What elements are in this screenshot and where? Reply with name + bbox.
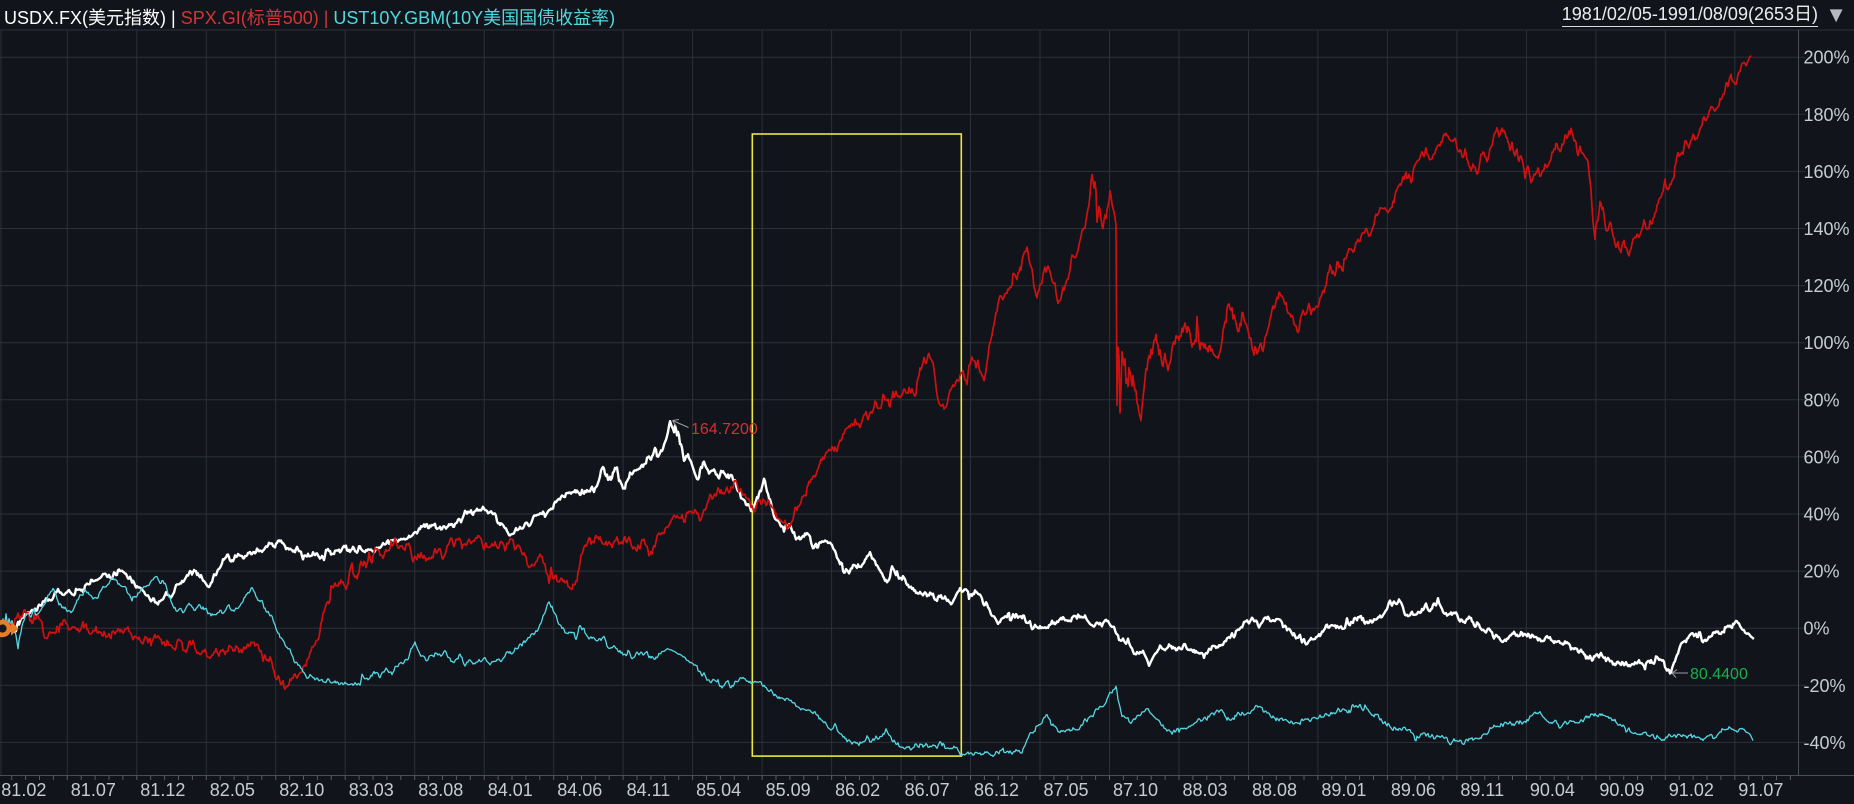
svg-text:-20%: -20%	[1804, 676, 1846, 696]
svg-text:40%: 40%	[1804, 505, 1840, 525]
svg-text:100%: 100%	[1804, 333, 1850, 353]
svg-text:88.08: 88.08	[1252, 780, 1297, 800]
svg-text:160%: 160%	[1804, 162, 1850, 182]
svg-text:84.01: 84.01	[488, 780, 533, 800]
svg-text:91.07: 91.07	[1738, 780, 1783, 800]
svg-text:84.11: 84.11	[627, 780, 671, 800]
svg-text:0%: 0%	[1804, 619, 1830, 639]
svg-text:83.03: 83.03	[349, 780, 394, 800]
svg-text:90.09: 90.09	[1599, 780, 1644, 800]
svg-text:88.03: 88.03	[1183, 780, 1228, 800]
svg-text:86.02: 86.02	[835, 780, 880, 800]
svg-text:84.06: 84.06	[557, 780, 602, 800]
svg-text:80%: 80%	[1804, 390, 1840, 410]
svg-text:140%: 140%	[1804, 219, 1850, 239]
svg-text:82.10: 82.10	[279, 780, 324, 800]
svg-text:86.07: 86.07	[905, 780, 950, 800]
svg-text:90.04: 90.04	[1530, 780, 1575, 800]
svg-text:81.02: 81.02	[1, 780, 46, 800]
svg-text:89.01: 89.01	[1321, 780, 1366, 800]
svg-text:81.07: 81.07	[71, 780, 116, 800]
svg-text:60%: 60%	[1804, 447, 1840, 467]
svg-text:91.02: 91.02	[1669, 780, 1714, 800]
svg-text:20%: 20%	[1804, 562, 1840, 582]
svg-text:82.05: 82.05	[210, 780, 255, 800]
svg-text:81.12: 81.12	[140, 780, 185, 800]
svg-text:180%: 180%	[1804, 105, 1850, 125]
svg-text:89.06: 89.06	[1391, 780, 1436, 800]
svg-text:89.11: 89.11	[1460, 780, 1504, 800]
svg-text:200%: 200%	[1804, 48, 1850, 68]
svg-text:87.10: 87.10	[1113, 780, 1158, 800]
svg-text:120%: 120%	[1804, 276, 1850, 296]
svg-text:87.05: 87.05	[1044, 780, 1089, 800]
svg-text:85.04: 85.04	[696, 780, 741, 800]
svg-text:83.08: 83.08	[418, 780, 463, 800]
svg-text:80.4400: 80.4400	[1690, 666, 1748, 683]
svg-text:-40%: -40%	[1804, 733, 1846, 753]
svg-text:85.09: 85.09	[766, 780, 811, 800]
svg-text:86.12: 86.12	[974, 780, 1019, 800]
svg-text:164.7200: 164.7200	[691, 421, 758, 438]
